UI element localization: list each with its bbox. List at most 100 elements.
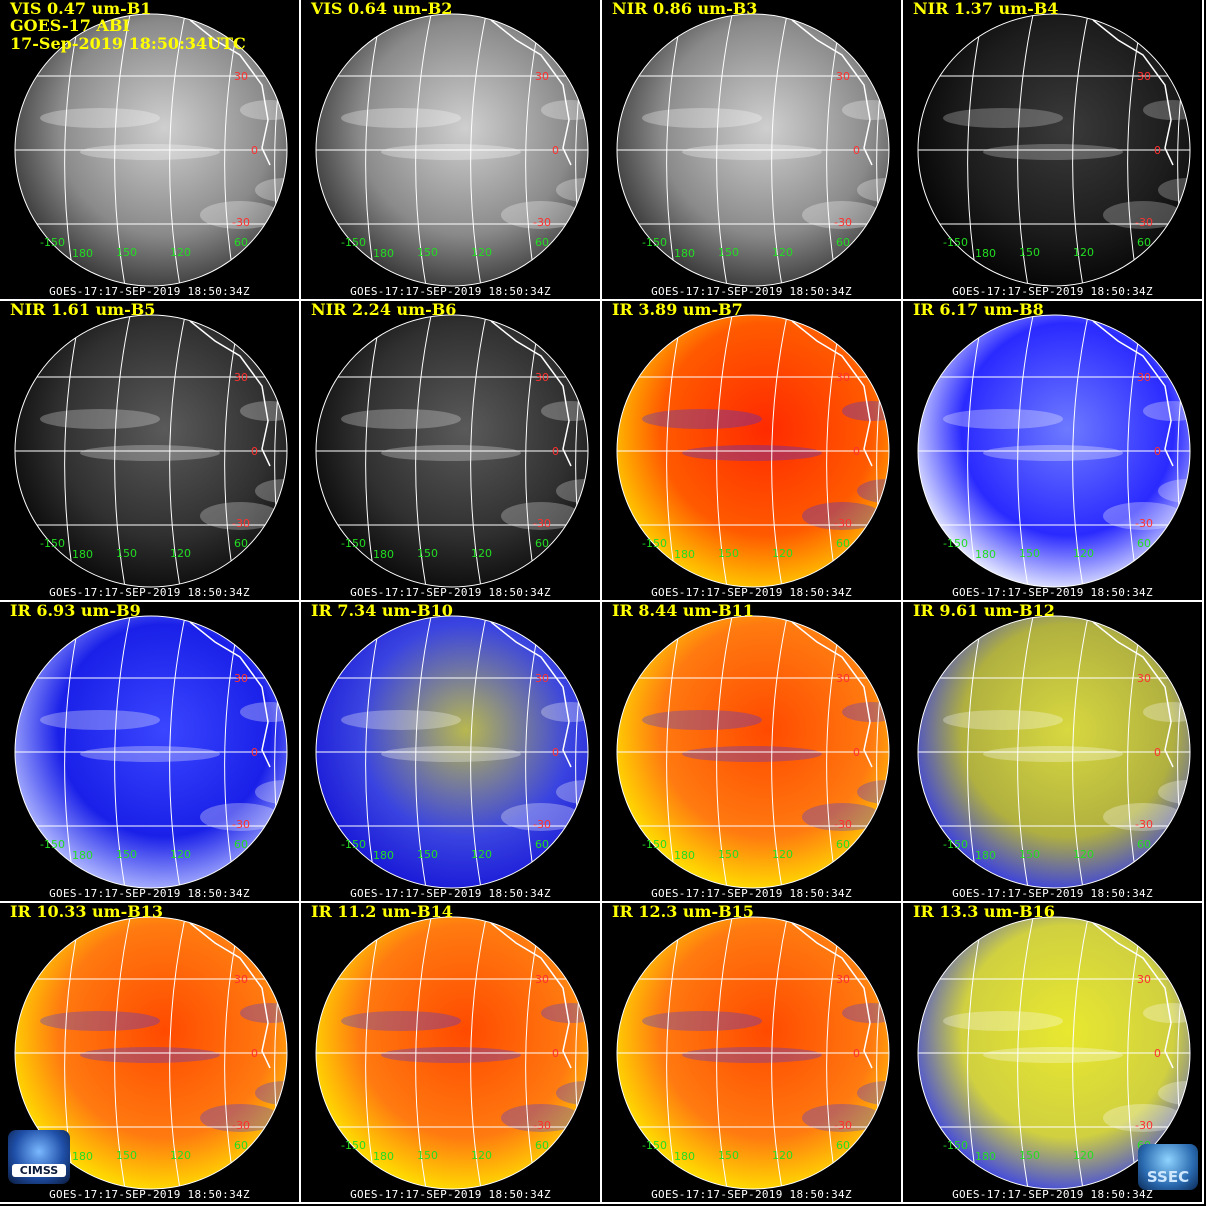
longitude-label: 120 (471, 246, 492, 259)
longitude-label: -150 (943, 1139, 968, 1152)
latitude-label: -30 (1135, 818, 1153, 831)
longitude-label: 60 (836, 1139, 850, 1152)
band-title: IR 9.61 um-B12 (913, 602, 1055, 620)
longitude-label: 150 (1019, 848, 1040, 861)
latitude-label: -30 (834, 818, 852, 831)
latitude-label: -30 (232, 818, 250, 831)
latitude-label: 0 (251, 746, 258, 759)
band-title: NIR 0.86 um-B3 (612, 0, 758, 18)
panel-footer-timestamp: GOES-17:17-SEP-2019 18:50:34Z (952, 586, 1153, 599)
longitude-label: 120 (772, 547, 793, 560)
longitude-label: -150 (642, 236, 667, 249)
longitude-label: 180 (674, 849, 695, 862)
latitude-label: -30 (232, 517, 250, 530)
longitude-label: 150 (1019, 246, 1040, 259)
band-panel: NIR 1.37 um-B4 30 0 -30 -150 180 150 120 60 GOES-… (903, 0, 1204, 301)
earth-disk-image (14, 314, 288, 588)
longitude-label: 60 (535, 537, 549, 550)
longitude-label: 120 (772, 246, 793, 259)
earth-disk-image (917, 13, 1191, 287)
longitude-label: 150 (116, 246, 137, 259)
latitude-label: -30 (1135, 517, 1153, 530)
panel-footer-timestamp: GOES-17:17-SEP-2019 18:50:34Z (49, 586, 250, 599)
longitude-label: 120 (170, 547, 191, 560)
latitude-label: 30 (535, 672, 549, 685)
longitude-label: -150 (642, 1139, 667, 1152)
longitude-label: 120 (1073, 246, 1094, 259)
longitude-label: 180 (373, 247, 394, 260)
longitude-label: 150 (718, 246, 739, 259)
longitude-label: 120 (471, 1149, 492, 1162)
earth-disk-image (616, 916, 890, 1190)
longitude-label: 60 (234, 838, 248, 851)
longitude-label: -150 (341, 1139, 366, 1152)
longitude-label: 180 (72, 247, 93, 260)
longitude-label: 60 (1137, 236, 1151, 249)
latitude-label: 0 (1154, 445, 1161, 458)
earth-disk-image (14, 615, 288, 889)
longitude-label: 150 (718, 848, 739, 861)
longitude-label: 180 (975, 247, 996, 260)
latitude-label: -30 (1135, 1119, 1153, 1132)
latitude-label: 30 (836, 973, 850, 986)
latitude-label: -30 (232, 216, 250, 229)
latitude-label: -30 (834, 1119, 852, 1132)
longitude-label: 150 (116, 1149, 137, 1162)
latitude-label: 0 (251, 445, 258, 458)
band-panel: VIS 0.64 um-B2 30 0 -30 -150 180 150 120 60 GOES-… (301, 0, 602, 301)
band-panel: VIS 0.47 um-B1 30 0 -30 -150 180 150 120 60 GOES-… (0, 0, 301, 301)
latitude-label: 0 (552, 445, 559, 458)
longitude-label: 120 (471, 848, 492, 861)
longitude-label: 60 (234, 1139, 248, 1152)
longitude-label: 150 (1019, 1149, 1040, 1162)
latitude-label: 0 (853, 144, 860, 157)
panel-footer-timestamp: GOES-17:17-SEP-2019 18:50:34Z (952, 285, 1153, 298)
band-panel: IR 11.2 um-B14 30 0 -30 -150 180 150 120 60 GOES-… (301, 903, 602, 1204)
longitude-label: 120 (1073, 547, 1094, 560)
band-title: IR 6.93 um-B9 (10, 602, 141, 620)
earth-disk-image (917, 916, 1191, 1190)
longitude-label: 150 (417, 848, 438, 861)
panel-footer-timestamp: GOES-17:17-SEP-2019 18:50:34Z (952, 887, 1153, 900)
latitude-label: 30 (836, 371, 850, 384)
longitude-label: -150 (642, 537, 667, 550)
latitude-label: 30 (234, 70, 248, 83)
latitude-label: 30 (535, 70, 549, 83)
band-title: IR 13.3 um-B16 (913, 903, 1055, 921)
band-title: IR 10.33 um-B13 (10, 903, 164, 921)
longitude-label: -150 (40, 838, 65, 851)
latitude-label: 0 (251, 144, 258, 157)
longitude-label: 60 (535, 1139, 549, 1152)
band-title: NIR 1.61 um-B5 (10, 301, 156, 319)
longitude-label: 150 (718, 547, 739, 560)
latitude-label: 30 (1137, 371, 1151, 384)
panel-footer-timestamp: GOES-17:17-SEP-2019 18:50:34Z (350, 1188, 551, 1201)
panel-footer-timestamp: GOES-17:17-SEP-2019 18:50:34Z (651, 887, 852, 900)
longitude-label: 180 (373, 548, 394, 561)
latitude-label: 30 (1137, 973, 1151, 986)
timestamp-label: 17-Sep-2019 18:50:34UTC (10, 34, 246, 53)
longitude-label: 150 (417, 1149, 438, 1162)
panel-footer-timestamp: GOES-17:17-SEP-2019 18:50:34Z (952, 1188, 1153, 1201)
band-title: IR 12.3 um-B15 (612, 903, 754, 921)
latitude-label: 30 (836, 672, 850, 685)
longitude-label: 180 (72, 1150, 93, 1163)
band-title: IR 11.2 um-B14 (311, 903, 453, 921)
longitude-label: 120 (170, 848, 191, 861)
latitude-label: -30 (533, 517, 551, 530)
longitude-label: 120 (772, 1149, 793, 1162)
panel-footer-timestamp: GOES-17:17-SEP-2019 18:50:34Z (49, 285, 250, 298)
longitude-label: 60 (234, 236, 248, 249)
latitude-label: 30 (234, 973, 248, 986)
panel-footer-timestamp: GOES-17:17-SEP-2019 18:50:34Z (350, 887, 551, 900)
latitude-label: 0 (1154, 1047, 1161, 1060)
band-title: NIR 1.37 um-B4 (913, 0, 1059, 18)
latitude-label: 30 (1137, 672, 1151, 685)
band-title: VIS 0.47 um-B1 (10, 0, 152, 18)
band-title: IR 7.34 um-B10 (311, 602, 453, 620)
band-panel: IR 9.61 um-B12 30 0 -30 -150 180 150 120 60 GOES-… (903, 602, 1204, 903)
earth-disk-image (616, 314, 890, 588)
longitude-label: 120 (471, 547, 492, 560)
panel-footer-timestamp: GOES-17:17-SEP-2019 18:50:34Z (651, 586, 852, 599)
